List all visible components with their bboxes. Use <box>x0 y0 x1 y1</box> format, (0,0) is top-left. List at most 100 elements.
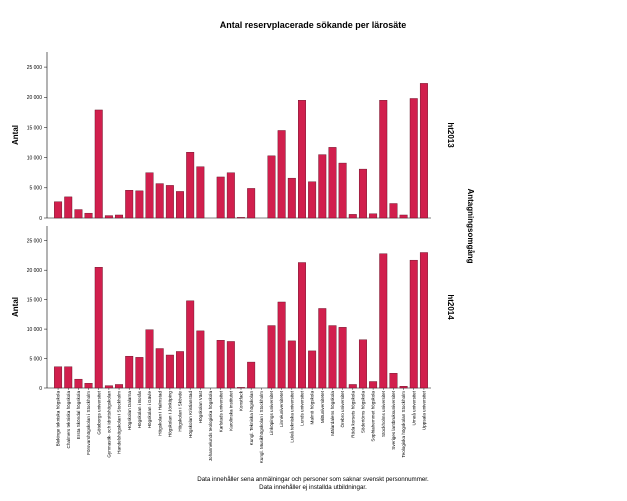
bar-ht2013-21 <box>267 155 276 219</box>
bar-ht2013-6 <box>115 214 124 219</box>
bar-ht2014-14 <box>196 330 205 389</box>
bar-ht2013-24 <box>298 100 306 219</box>
facet-label: Antagningsomgång <box>466 188 475 263</box>
bar-ht2013-4 <box>94 109 103 219</box>
y-tick-label: 20 000 <box>27 95 43 101</box>
y-tick-label: 20 000 <box>27 268 43 274</box>
bar-ht2014-30 <box>358 339 367 389</box>
bar-ht2013-14 <box>196 166 205 219</box>
category-labels: Blekinge tekniska högskola Chalmers tekni… <box>56 388 427 463</box>
category-label: Mittuniversitetet <box>320 390 325 423</box>
category-label: Handelshögskolan i Stockholm <box>117 391 122 454</box>
bar-ht2014-35 <box>409 259 418 389</box>
category-label: Sveriges lantbruksuniversitet <box>391 390 396 449</box>
bar-ht2014-27 <box>328 325 337 389</box>
category-label: Lunds universitet <box>300 390 305 425</box>
category-label: Karlstads universitet <box>218 390 223 432</box>
bar-ht2013-31 <box>369 213 378 219</box>
bar-ht2013-2 <box>74 209 83 219</box>
bar-ht2013-26 <box>318 154 327 219</box>
bar-ht2014-23 <box>287 340 296 389</box>
y-tick-label: 15 000 <box>27 125 43 131</box>
y-tick-label: 15 000 <box>27 297 43 303</box>
footnote-line-2: Data innehåller ej installda utbildninga… <box>259 484 367 491</box>
bar-ht2013-7 <box>125 190 134 219</box>
bar-ht2014-21 <box>267 325 276 389</box>
category-label: Chalmers tekniska högskola <box>66 391 71 449</box>
bar-ht2013-9 <box>145 172 154 219</box>
y-tick-label: 10 000 <box>27 155 43 161</box>
panel-label: ht2014 <box>446 294 455 320</box>
bar-ht2013-5 <box>104 215 113 219</box>
panel-ht2014: 0 5 000 10 000 15 000 20 000 25 000 Antal ht201… <box>11 226 455 392</box>
bar-ht2013-25 <box>308 181 317 219</box>
category-label: Blekinge tekniska högskola <box>56 391 61 447</box>
category-label: Högskolan Kristianstad <box>188 391 193 438</box>
bar-ht2013-8 <box>135 190 144 219</box>
category-label: Södertörns högskola <box>361 391 366 434</box>
bar-ht2013-0 <box>54 201 63 219</box>
category-label: Mälardalens högskola <box>330 391 335 436</box>
category-label: Sophiahemmet högskola <box>371 391 376 442</box>
bar-ht2013-30 <box>358 168 367 219</box>
panel-ht2013: 0 5 000 10 000 15 000 20 000 25 000 Antal ht201… <box>11 52 455 222</box>
category-label: Ersta Sköndal högskola <box>76 391 81 440</box>
category-label: Göteborgs universitet <box>96 390 101 434</box>
y-tick-label: 10 000 <box>27 327 43 333</box>
y-tick-label: 25 000 <box>27 239 43 245</box>
bar-ht2013-1 <box>64 196 73 219</box>
bar-ht2014-33 <box>389 373 398 389</box>
bar-ht2014-26 <box>318 308 327 389</box>
bar-ht2014-19 <box>247 361 256 389</box>
category-label: Försvarshögskolan i Stockholm <box>86 391 91 455</box>
chart-title: Antal reservplacerade sökande per lärosä… <box>220 20 407 30</box>
category-label: Malmö högskola <box>310 391 315 425</box>
bar-ht2014-22 <box>277 301 286 389</box>
category-label: Johannelunds teologiska högskola <box>208 391 213 462</box>
category-label: Högskolan i Skövde <box>178 391 183 432</box>
bar-ht2013-34 <box>399 214 408 219</box>
bar-ht2013-33 <box>389 203 398 219</box>
bar-ht2014-6 <box>115 384 124 389</box>
category-label: Högskolan i Gävle <box>147 391 152 429</box>
footnote-line-1: Data innehåller sena anmälningar och per… <box>197 476 429 483</box>
y-tick-label: 5 000 <box>29 356 42 362</box>
bar-ht2014-34 <box>399 386 408 389</box>
bar-ht2014-28 <box>338 327 347 389</box>
category-label: Högskolan Dalarna <box>127 391 132 431</box>
bar-ht2013-19 <box>247 188 256 219</box>
category-label: Linnéuniversitetet <box>279 390 284 427</box>
bar-ht2014-12 <box>176 351 184 389</box>
bar-ht2013-32 <box>379 100 388 219</box>
bar-ht2014-29 <box>348 384 357 389</box>
bar-ht2014-4 <box>94 267 103 389</box>
bar-ht2013-12 <box>176 191 184 219</box>
y-tick-label: 0 <box>39 216 42 222</box>
bar-ht2013-18 <box>237 217 245 219</box>
bar-ht2013-35 <box>409 98 418 219</box>
y-axis-label: Antal <box>11 125 20 145</box>
category-label: Karolinska institutet <box>228 390 233 431</box>
category-label: Örebro universitet <box>339 390 345 427</box>
category-label: Teologiska högskolan Stockholm <box>401 391 406 458</box>
bar-ht2014-10 <box>155 348 164 389</box>
bar-ht2013-10 <box>155 183 164 219</box>
y-tick-label: 0 <box>39 386 42 392</box>
category-label: Högskolan i Jönköping <box>167 391 172 438</box>
bar-ht2014-17 <box>226 341 235 389</box>
category-label: Konstfack <box>239 390 244 411</box>
category-label: Kungl. Musikhögskolan i Stockholm <box>259 391 264 463</box>
category-label: Luleå tekniska universitet <box>288 390 294 442</box>
bar-ht2014-8 <box>135 357 144 389</box>
bar-ht2014-0 <box>54 366 63 389</box>
bar-ht2014-16 <box>216 340 225 389</box>
bar-ht2013-27 <box>328 147 337 219</box>
bar-ht2013-17 <box>226 172 235 219</box>
bar-ht2014-32 <box>379 253 388 389</box>
bar-ht2013-13 <box>186 152 195 219</box>
bar-ht2013-23 <box>287 177 296 219</box>
category-label: Stockholms universitet <box>381 390 386 437</box>
y-axis-label: Antal <box>11 297 20 317</box>
bar-ht2013-22 <box>277 130 286 219</box>
